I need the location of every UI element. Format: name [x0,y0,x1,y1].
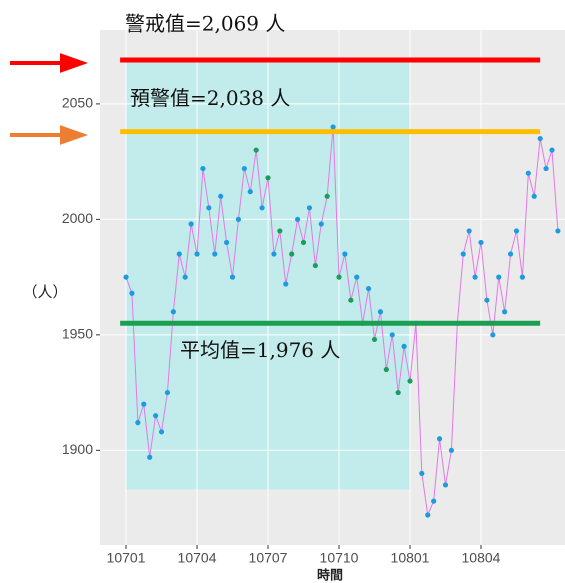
data-point [306,205,313,211]
data-point [224,239,230,246]
reference-label: 警戒值=2,069 人 [125,12,285,36]
data-point [407,378,413,384]
x-tick-label: 10704 [178,550,217,566]
data-point [241,165,247,172]
data-point [419,470,425,477]
data-point [395,389,401,396]
data-point [182,274,188,280]
warning-arrow [10,125,89,145]
reference-label: 平均值=1,976 人 [180,338,340,362]
data-point [194,251,200,257]
data-point [247,189,253,195]
x-tick-label: 10701 [107,550,146,566]
data-point [484,297,490,303]
x-axis-label: 時間 [317,567,343,582]
data-point [158,429,165,435]
data-point [354,274,360,280]
data-point [537,135,543,142]
data-point [206,205,212,211]
data-point [294,216,301,222]
y-tick-label: 2000 [62,210,93,226]
data-point [401,343,407,349]
data-point [200,165,206,172]
data-point [170,309,176,315]
data-point [507,251,514,257]
data-point [212,251,218,257]
data-point [141,401,147,407]
data-point [496,274,502,280]
data-point [135,420,141,426]
reference-label: 預警值=2,038 人 [130,86,290,110]
data-point [123,274,129,280]
data-point [336,274,342,280]
x-tick-label: 10707 [249,550,288,566]
data-point [472,274,478,280]
data-point [188,221,194,227]
data-point [531,193,537,199]
data-point [300,239,307,246]
data-point [442,482,449,488]
data-point [348,297,354,303]
data-point [176,251,182,257]
data-point [324,193,330,199]
data-point [147,454,153,460]
data-point [513,228,520,234]
series-line [125,126,559,517]
x-tick-label: 10710 [320,550,359,566]
data-point [259,205,265,211]
data-point [235,216,242,222]
data-point [153,413,159,419]
data-point [431,498,437,504]
data-point [460,251,466,257]
data-point [371,336,378,343]
y-axis-label: （人） [22,284,67,301]
y-tick-label: 2050 [62,95,93,111]
data-point [425,512,431,518]
x-tick-label: 10801 [391,550,430,566]
data-point [271,251,277,257]
data-point [218,193,224,199]
data-point [129,290,135,296]
data-point [519,274,526,280]
data-point [436,436,443,442]
data-point [490,332,496,338]
data-point [164,389,171,396]
data-point [229,274,236,280]
data-point [478,239,484,246]
data-point [342,251,348,257]
data-point [466,228,472,234]
data-point [365,286,372,292]
data-point [253,147,259,153]
plot-layer [100,30,565,545]
data-point [312,262,318,269]
data-point [289,251,295,257]
data-point [277,228,283,234]
data-point [265,175,271,181]
x-tick-label: 10804 [462,550,501,566]
data-point [448,447,455,453]
data-point [318,221,324,227]
y-tick-label: 1900 [62,441,93,457]
data-point [502,309,508,315]
data-point [283,281,289,287]
data-point [389,332,395,338]
data-point [555,228,561,234]
data-point [377,309,384,315]
data-point [383,366,389,373]
y-tick-label: 1950 [62,326,93,342]
data-point [543,165,549,172]
data-point [525,170,531,176]
data-point [330,124,336,130]
data-point [549,147,555,153]
alert-arrow [10,53,89,73]
